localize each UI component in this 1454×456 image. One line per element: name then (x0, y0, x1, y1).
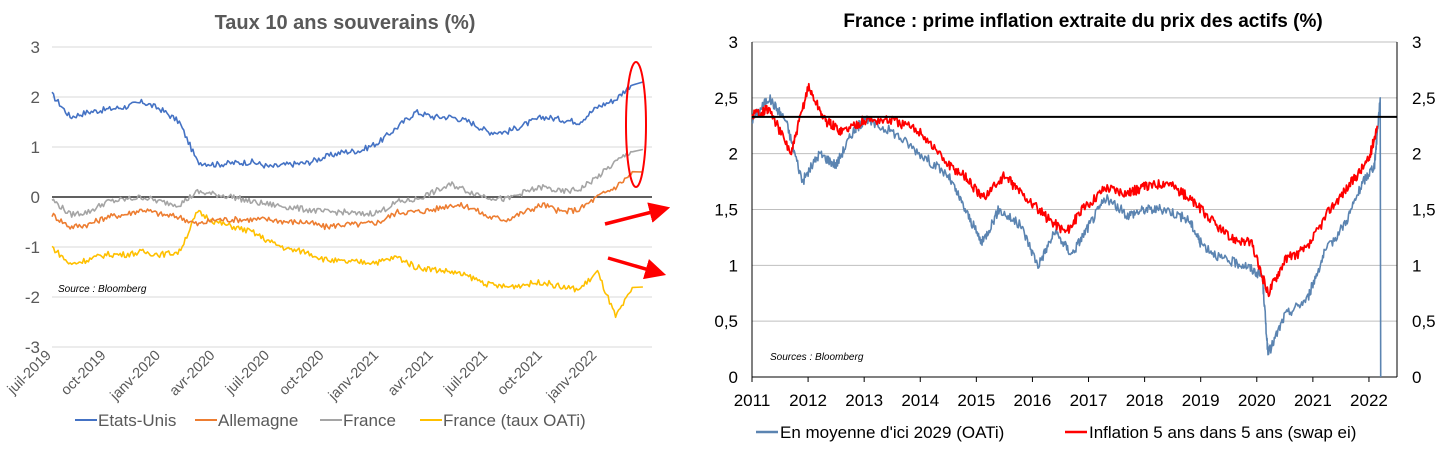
legend-label: France (taux OATi) (443, 411, 586, 430)
x-tick-label: janv-2020 (107, 348, 164, 405)
legend-label: Inflation 5 ans dans 5 ans (swap ei) (1089, 423, 1356, 442)
legend-label: Etats-Unis (98, 411, 176, 430)
y-tick-label-right: 1 (1412, 256, 1421, 275)
legend-label: En moyenne d'ici 2029 (OATi) (780, 423, 1004, 442)
x-tick-label: 2011 (734, 391, 771, 410)
x-tick-label: juil-2021 (440, 348, 491, 399)
y-tick-label-left: 2 (729, 145, 738, 164)
x-tick-label: avr-2020 (167, 348, 219, 400)
y-tick-label-left: 0 (729, 368, 738, 387)
y-tick-label-right: 3 (1412, 33, 1421, 52)
series-line-0 (51, 81, 644, 169)
x-tick-label: 2016 (1014, 391, 1052, 410)
y-tick-label-right: 2,5 (1412, 89, 1436, 108)
x-tick-label: janv-2022 (543, 348, 600, 405)
y-tick-label-left: 2,5 (714, 89, 738, 108)
series-line-1 (751, 82, 1379, 298)
x-tick-label: 2022 (1350, 391, 1388, 410)
y-tick-label-left: 1,5 (714, 201, 738, 220)
x-tick-label: avr-2021 (385, 348, 437, 400)
x-tick-label: 2020 (1238, 391, 1276, 410)
chart-right-title: France : prime inflation extraite du pri… (843, 11, 1322, 32)
series-line-2 (51, 148, 644, 218)
y-tick-label-right: 1,5 (1412, 201, 1436, 220)
series-line-1 (51, 170, 643, 231)
y-tick-label: 3 (31, 38, 40, 57)
y-tick-label: -3 (25, 338, 40, 357)
y-tick-label-left: 1 (729, 256, 738, 275)
x-tick-label: 2019 (1182, 391, 1220, 410)
x-tick-label: 2012 (789, 391, 827, 410)
y-tick-label: -2 (25, 288, 40, 307)
y-tick-label-right: 0,5 (1412, 312, 1436, 331)
series-line-0 (751, 94, 1382, 378)
y-tick-label: 2 (31, 88, 40, 107)
y-tick-label-right: 2 (1412, 145, 1421, 164)
x-tick-label: 2013 (845, 391, 883, 410)
x-tick-label: janv-2021 (325, 348, 382, 405)
chart-right: France : prime inflation extraite du pri… (714, 11, 1435, 442)
y-tick-label-left: 0,5 (714, 312, 738, 331)
legend-label: Allemagne (218, 411, 298, 430)
y-tick-label-right: 0 (1412, 368, 1421, 387)
x-tick-label: 2018 (1126, 391, 1164, 410)
trend-arrow-1 (607, 256, 667, 280)
x-tick-label: oct-2019 (58, 348, 109, 399)
x-tick-label: 2021 (1294, 391, 1332, 410)
chart-left: Taux 10 ans souverains (%) 3 2 1 0 -1 -2 -3 ju… (4, 12, 671, 430)
x-tick-label: oct-2020 (276, 348, 327, 399)
legend-label: France (343, 411, 396, 430)
highlight-ellipse (625, 61, 647, 188)
y-tick-label: 0 (31, 188, 40, 207)
x-tick-label: juil-2020 (222, 348, 273, 399)
series-line-3 (51, 209, 643, 319)
x-tick-label: oct-2021 (495, 348, 546, 399)
x-tick-label: 2015 (957, 391, 995, 410)
chart-right-source: Sources : Bloomberg (770, 352, 864, 363)
y-tick-label: -1 (25, 238, 40, 257)
y-tick-label: 1 (31, 138, 40, 157)
x-tick-label: 2017 (1070, 391, 1108, 410)
y-tick-label-left: 3 (729, 33, 738, 52)
trend-arrow-0 (604, 202, 671, 226)
x-tick-label: 2014 (901, 391, 939, 410)
chart-left-source: Source : Bloomberg (58, 284, 147, 295)
chart-left-title: Taux 10 ans souverains (%) (215, 12, 476, 34)
